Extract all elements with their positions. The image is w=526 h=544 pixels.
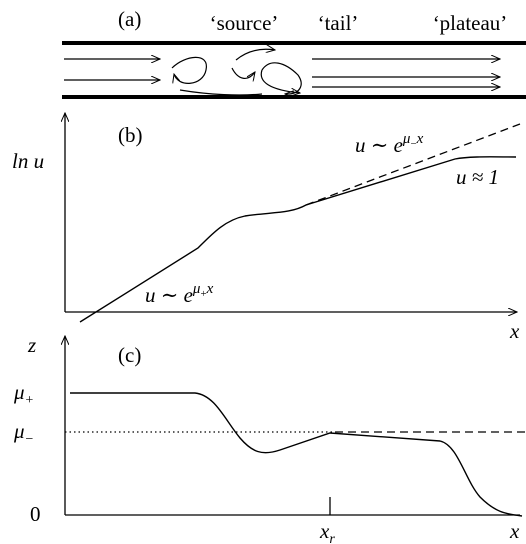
- curve: [70, 392, 523, 517]
- panel-b: ln u (b) x u ∼ eμ−x u ≈ 1 u ∼ eμ+x: [12, 113, 521, 343]
- panel-label: (a): [118, 7, 141, 31]
- x-axis-label: x: [509, 519, 520, 543]
- annotation: u ≈ 1: [456, 165, 499, 189]
- region-label: ‘plateau’: [433, 11, 508, 35]
- text-part: μ: [192, 281, 201, 297]
- text-part: μ: [13, 380, 25, 404]
- y-label: 0: [30, 502, 41, 526]
- region-label: ‘tail’: [318, 11, 359, 35]
- curve: [79, 156, 517, 323]
- panel-label: (c): [118, 343, 141, 367]
- panel-a: (a) ‘source’ ‘tail’ ‘plateau’: [62, 7, 526, 99]
- text-part: −: [25, 432, 34, 447]
- text-part: u ≈ 1: [456, 165, 499, 189]
- text-part: μ: [402, 131, 411, 147]
- y-label: μ−: [13, 419, 34, 447]
- panel-label: (b): [118, 123, 143, 147]
- text-part: u ∼ e: [355, 133, 403, 157]
- text-part: +: [200, 288, 206, 300]
- text-part: x: [416, 131, 424, 147]
- y-axis-label: z: [27, 333, 36, 357]
- region-label: ‘source’: [210, 11, 279, 35]
- panel-c: z (c) μ+ μ− 0 xr x: [13, 333, 525, 544]
- text-part: r: [329, 532, 335, 544]
- y-axis-label: ln u: [12, 149, 44, 173]
- text-part: +: [25, 393, 34, 408]
- text-part: x: [319, 519, 330, 543]
- text-part: u ∼ e: [145, 283, 193, 307]
- flow-arrows: [64, 49, 500, 95]
- text-part: x: [206, 281, 214, 297]
- text-part: 0: [30, 502, 41, 526]
- annotation: u ∼ eμ−x: [355, 131, 424, 157]
- annotation: u ∼ eμ+x: [145, 281, 214, 307]
- text-part: −: [410, 138, 416, 150]
- y-label: μ+: [13, 380, 34, 408]
- text-part: μ: [13, 419, 25, 443]
- x-label: xr: [319, 519, 335, 544]
- x-axis-label: x: [509, 319, 520, 343]
